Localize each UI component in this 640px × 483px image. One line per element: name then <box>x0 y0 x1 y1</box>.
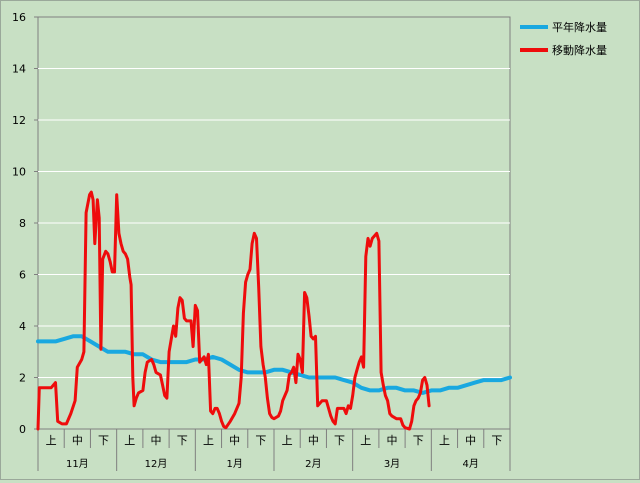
period-label: 上 <box>439 434 450 447</box>
period-label: 上 <box>203 434 214 447</box>
series-line-1 <box>36 190 431 431</box>
month-label: 12月 <box>145 458 168 470</box>
y-tick-label: 12 <box>12 114 26 127</box>
y-tick-label: 10 <box>12 166 26 179</box>
period-label: 下 <box>413 434 424 447</box>
period-label: 中 <box>387 434 398 447</box>
legend-label-0: 平年降水量 <box>552 20 607 34</box>
period-label: 下 <box>177 434 188 447</box>
y-tick-label: 8 <box>19 217 26 230</box>
x-axis: 上中下11月上中下12月上中下1月上中下2月上中下3月上中下4月 <box>37 429 511 471</box>
month-label: 3月 <box>384 458 400 470</box>
legend: 平年降水量 移動降水量 <box>520 20 607 57</box>
y-tick-label: 2 <box>19 372 26 385</box>
period-label: 上 <box>124 434 135 447</box>
period-label: 下 <box>255 434 266 447</box>
period-label: 下 <box>491 434 502 447</box>
y-tick-label: 14 <box>12 63 26 76</box>
series-line-0 <box>36 334 512 395</box>
period-label: 上 <box>282 434 293 447</box>
y-axis-ticks: 0 2 4 6 8 10 12 14 16 <box>12 11 38 436</box>
y-tick-label: 16 <box>12 11 26 24</box>
period-label: 中 <box>72 434 83 447</box>
period-label: 上 <box>360 434 371 447</box>
gridlines <box>38 68 510 378</box>
period-label: 中 <box>229 434 240 447</box>
series-lines <box>36 190 512 431</box>
month-label: 1月 <box>226 458 242 470</box>
month-label: 2月 <box>305 458 321 470</box>
period-label: 中 <box>465 434 476 447</box>
y-tick-label: 4 <box>19 320 26 333</box>
period-label: 上 <box>46 434 57 447</box>
y-tick-label: 6 <box>19 269 26 282</box>
period-label: 下 <box>98 434 109 447</box>
period-label: 中 <box>308 434 319 447</box>
month-label: 11月 <box>66 458 89 470</box>
month-label: 4月 <box>462 458 478 470</box>
y-tick-label: 0 <box>19 423 26 436</box>
period-label: 中 <box>151 434 162 447</box>
period-label: 下 <box>334 434 345 447</box>
legend-label-1: 移動降水量 <box>552 43 607 57</box>
